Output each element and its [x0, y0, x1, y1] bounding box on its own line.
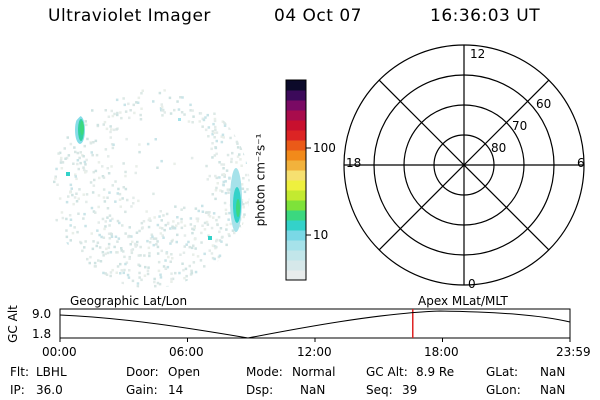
- dsp-value: NaN: [300, 383, 326, 397]
- door-label: Door:: [126, 365, 159, 379]
- colorbar-cell: [286, 260, 306, 271]
- ip-label: IP:: [10, 383, 25, 397]
- gc-alt-axis-label: GC Alt: [5, 305, 20, 343]
- date-label: 04 Oct 07: [274, 6, 362, 26]
- colorbar-cell: [286, 240, 306, 251]
- lat-label-60: 60: [536, 97, 552, 111]
- colorbar-cell: [286, 150, 306, 161]
- mode-value: Normal: [292, 365, 336, 379]
- colorbar-unit-label: photon cm⁻²s⁻¹: [253, 133, 268, 227]
- colorbar-cell: [286, 80, 306, 91]
- gain-value: 14: [168, 383, 184, 397]
- y-max-label: 9.0: [32, 307, 52, 321]
- colorbar-cell: [286, 190, 306, 201]
- colorbar-cell: [286, 250, 306, 261]
- colorbar-cell: [286, 210, 306, 221]
- instrument-title: Ultraviolet Imager: [48, 6, 211, 26]
- seq-value: 39: [402, 383, 418, 397]
- colorbar-cell: [286, 140, 306, 151]
- colorbar-cell: [286, 220, 306, 231]
- gc-alt-label: GC Alt:: [366, 365, 408, 379]
- colorbar-cell: [286, 230, 306, 241]
- glat-value: NaN: [540, 365, 566, 379]
- colorbar-cell: [286, 170, 306, 181]
- mode-label: Mode:: [246, 365, 283, 379]
- mlt-label-12: 12: [470, 47, 486, 61]
- geographic-label: Geographic Lat/Lon: [70, 294, 188, 308]
- mlt-label-0: 0: [468, 277, 476, 291]
- x-tick-1800: 18:00: [424, 345, 459, 359]
- colorbar-cell: [286, 200, 306, 211]
- colorbar-cell: [286, 270, 306, 281]
- uv-image: [50, 88, 250, 288]
- colorbar-cell: [286, 110, 306, 121]
- glat-label: GLat:: [486, 365, 519, 379]
- mlt-label-18: 18: [346, 156, 362, 170]
- colorbar-cell: [286, 100, 306, 111]
- flt-value: LBHL: [36, 365, 67, 379]
- lat-label-70: 70: [512, 119, 528, 133]
- timeline-plot: [59, 308, 571, 342]
- x-tick-1200: 12:00: [297, 345, 332, 359]
- apex-label: Apex MLat/MLT: [418, 294, 508, 308]
- colorbar-cell: [286, 130, 306, 141]
- y-min-label: 1.8: [32, 327, 52, 341]
- flt-label: Flt:: [10, 365, 29, 379]
- polar-plot: [343, 44, 585, 286]
- colorbar-tick-10: 10: [313, 228, 329, 242]
- time-label: 16:36:03 UT: [430, 6, 541, 26]
- seq-label: Seq:: [366, 383, 393, 397]
- x-tick-0000: 00:00: [42, 345, 77, 359]
- door-value: Open: [168, 365, 201, 379]
- gain-label: Gain:: [126, 383, 158, 397]
- colorbar-cell: [286, 180, 306, 191]
- colorbar: [285, 79, 311, 281]
- lat-label-80: 80: [491, 141, 507, 155]
- colorbar-cell: [286, 90, 306, 101]
- x-tick-0600: 06:00: [169, 345, 204, 359]
- gc-alt-value: 8.9 Re: [416, 365, 455, 379]
- ip-value: 36.0: [36, 383, 63, 397]
- colorbar-cell: [286, 160, 306, 171]
- glon-label: GLon:: [486, 383, 521, 397]
- colorbar-tick-100: 100: [313, 141, 336, 155]
- dsp-label: Dsp:: [246, 383, 274, 397]
- x-tick-2359: 23:59: [556, 345, 591, 359]
- glon-value: NaN: [540, 383, 566, 397]
- colorbar-cell: [286, 120, 306, 131]
- mlt-label-6: 6: [577, 156, 585, 170]
